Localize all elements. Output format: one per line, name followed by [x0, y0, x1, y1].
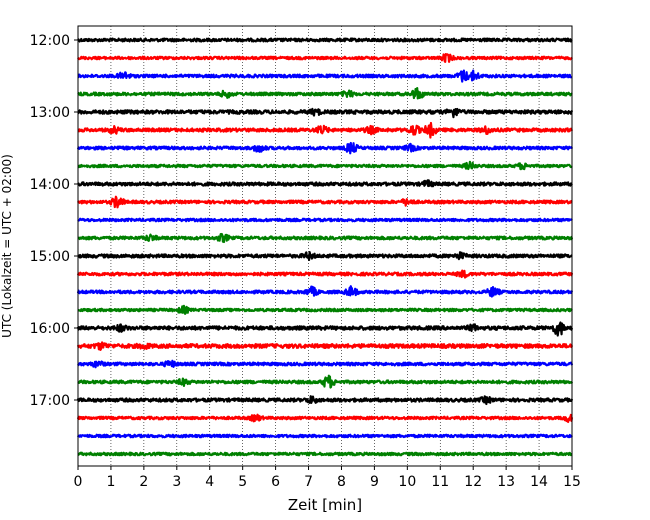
trace-row — [77, 195, 573, 209]
trace-line — [77, 69, 573, 83]
trace-row — [77, 87, 573, 100]
trace-row — [77, 359, 574, 369]
x-tick-label: 15 — [563, 474, 581, 490]
trace-row — [76, 141, 574, 155]
trace-line — [76, 433, 573, 439]
x-tick-label: 0 — [74, 474, 83, 490]
trace-row — [77, 232, 574, 244]
trace-row — [77, 217, 573, 223]
trace-line — [76, 141, 574, 155]
x-tick-label: 1 — [106, 474, 115, 490]
trace-line — [77, 217, 573, 223]
trace-row — [77, 121, 574, 139]
y-axis-label: UTC (Lokalzeit = UTC + 02:00) — [0, 154, 14, 338]
y-tick-label: 17:00 — [30, 393, 70, 409]
trace-line — [77, 52, 573, 63]
trace-line — [77, 359, 574, 369]
trace-row — [76, 433, 573, 439]
trace-line — [76, 395, 574, 406]
x-tick-label: 11 — [431, 474, 449, 490]
x-tick-label: 7 — [304, 474, 313, 490]
x-tick-label: 10 — [398, 474, 416, 490]
y-tick-label: 14:00 — [30, 177, 70, 193]
x-gridlines — [110, 26, 540, 466]
trace-line — [77, 195, 573, 209]
trace-row — [76, 285, 574, 298]
x-tick-label: 8 — [337, 474, 346, 490]
trace-line — [76, 269, 574, 279]
x-tick-label: 3 — [172, 474, 181, 490]
plot-frame — [77, 25, 573, 467]
trace-row — [77, 37, 573, 43]
trace-row — [76, 341, 574, 351]
seismic-traces — [76, 37, 574, 457]
x-axis-label: Zeit [min] — [288, 496, 362, 514]
trace-row — [76, 321, 574, 337]
trace-row — [77, 304, 573, 315]
x-tick-label: 4 — [205, 474, 214, 490]
trace-line — [76, 285, 574, 298]
trace-line — [77, 451, 573, 457]
trace-line — [77, 232, 574, 244]
trace-row — [76, 395, 574, 406]
trace-line — [77, 304, 573, 315]
trace-row — [77, 374, 574, 389]
trace-line — [77, 160, 573, 171]
trace-line — [77, 107, 574, 119]
trace-line — [76, 413, 574, 424]
y-tick-label: 12:00 — [30, 33, 70, 49]
trace-line — [77, 179, 573, 188]
trace-row — [77, 160, 573, 171]
x-tick-label: 12 — [464, 474, 482, 490]
x-tick-label: 6 — [271, 474, 280, 490]
y-axis-ticks: 12:00 13:00 14:00 15:00 16:00 17:00 — [30, 33, 78, 409]
trace-line — [77, 121, 574, 139]
y-tick-label: 15:00 — [30, 249, 70, 265]
x-axis-ticks: 0 1 2 3 4 5 6 7 8 9 10 11 12 13 14 15 — [74, 466, 581, 490]
trace-line — [76, 341, 574, 351]
trace-row — [77, 52, 573, 63]
trace-line — [77, 250, 573, 262]
trace-row — [76, 269, 574, 279]
trace-line — [77, 374, 574, 389]
trace-row — [77, 250, 573, 262]
x-tick-label: 5 — [238, 474, 247, 490]
trace-row — [77, 107, 574, 119]
trace-line — [76, 321, 574, 337]
trace-row — [77, 451, 573, 457]
x-tick-label: 14 — [530, 474, 548, 490]
trace-row — [77, 179, 573, 188]
trace-row — [76, 413, 574, 424]
trace-line — [77, 37, 573, 43]
trace-line — [77, 87, 573, 100]
trace-row — [77, 69, 573, 83]
x-tick-label: 13 — [497, 474, 515, 490]
y-tick-label: 16:00 — [30, 321, 70, 337]
x-tick-label: 9 — [370, 474, 379, 490]
y-tick-label: 13:00 — [30, 105, 70, 121]
x-tick-label: 2 — [139, 474, 148, 490]
